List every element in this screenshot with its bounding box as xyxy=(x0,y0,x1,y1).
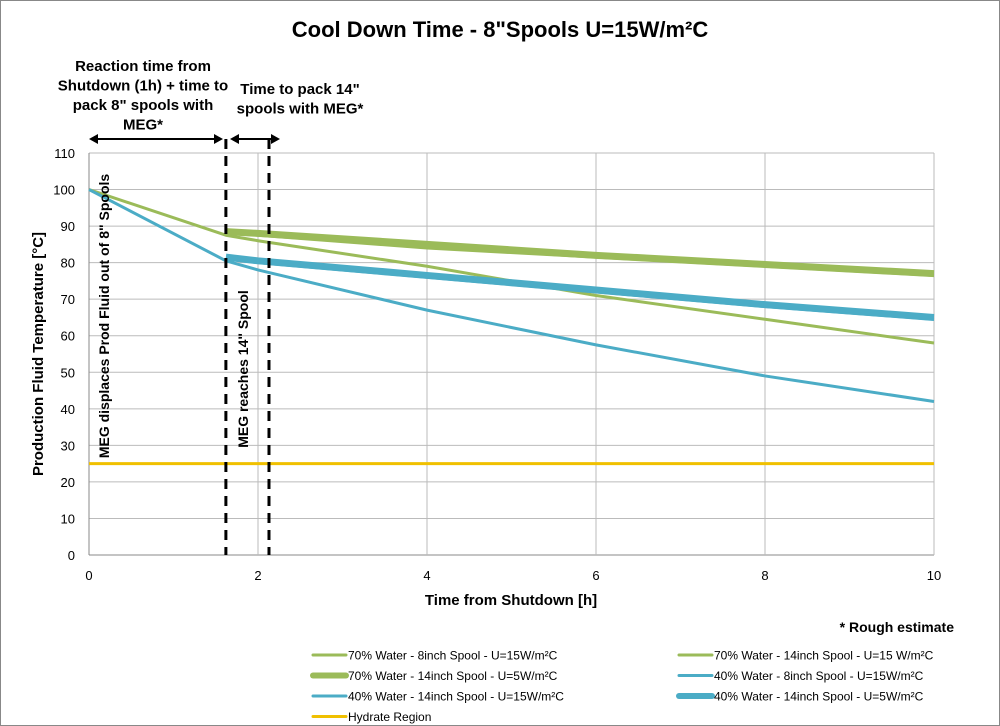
y-tick-label: 50 xyxy=(61,365,75,380)
x-tick-label: 0 xyxy=(85,568,92,583)
x-axis-label: Time from Shutdown [h] xyxy=(425,592,597,609)
x-tick-label: 2 xyxy=(254,568,261,583)
y-tick-label: 60 xyxy=(61,329,75,344)
series-line-0 xyxy=(88,188,935,345)
series-line-3 xyxy=(88,188,935,403)
annotation-reaction: MEG* xyxy=(123,117,163,134)
x-tick-label: 8 xyxy=(761,568,768,583)
annotation-reaction: Shutdown (1h) + time to xyxy=(58,78,228,95)
y-tick-label: 110 xyxy=(54,146,75,161)
x-tick-label: 10 xyxy=(927,568,941,583)
legend-label-0: 70% Water - 8inch Spool - U=15W/m²C xyxy=(348,649,558,663)
y-tick-label: 80 xyxy=(61,256,75,271)
y-tick-label: 0 xyxy=(68,548,75,563)
legend-label-1: 70% Water - 14inch Spool - U=15 W/m²C xyxy=(714,649,934,663)
series-line-5 xyxy=(225,253,935,321)
y-tick-label: 10 xyxy=(61,511,75,526)
x-tick-label: 4 xyxy=(423,568,430,583)
chart-title: Cool Down Time - 8"Spools U=15W/m²C xyxy=(292,17,709,42)
annotation-pack14: spools with MEG* xyxy=(237,101,364,118)
legend-label-3: 40% Water - 8inch Spool - U=15W/m²C xyxy=(714,669,924,683)
annotation-meg-displaces: MEG displaces Prod Fluid out of 8" Spool… xyxy=(96,174,112,459)
y-tick-label: 30 xyxy=(61,438,75,453)
annotation-reaction: Reaction time from xyxy=(75,58,211,75)
legend-label-2: 70% Water - 14inch Spool - U=5W/m²C xyxy=(348,669,558,683)
y-tick-label: 70 xyxy=(61,292,75,307)
y-axis-label: Production Fluid Temperature [°C] xyxy=(30,232,47,476)
legend-label-4: 40% Water - 14inch Spool - U=15W/m²C xyxy=(348,690,564,704)
annotation-reaction: pack 8" spools with xyxy=(73,97,213,114)
y-tick-label: 40 xyxy=(61,402,75,417)
y-tick-label: 90 xyxy=(61,219,75,234)
legend-label-6: Hydrate Region xyxy=(348,710,431,724)
x-tick-label: 6 xyxy=(592,568,599,583)
legend-label-5: 40% Water - 14inch Spool - U=5W/m²C xyxy=(714,690,924,704)
rough-estimate-note: * Rough estimate xyxy=(840,619,955,635)
annotation-pack14: Time to pack 14" xyxy=(240,81,359,98)
y-tick-label: 20 xyxy=(61,475,75,490)
y-tick-label: 100 xyxy=(53,183,75,198)
annotation-meg-reaches: MEG reaches 14" Spool xyxy=(235,290,251,448)
series-line-2 xyxy=(225,228,935,278)
